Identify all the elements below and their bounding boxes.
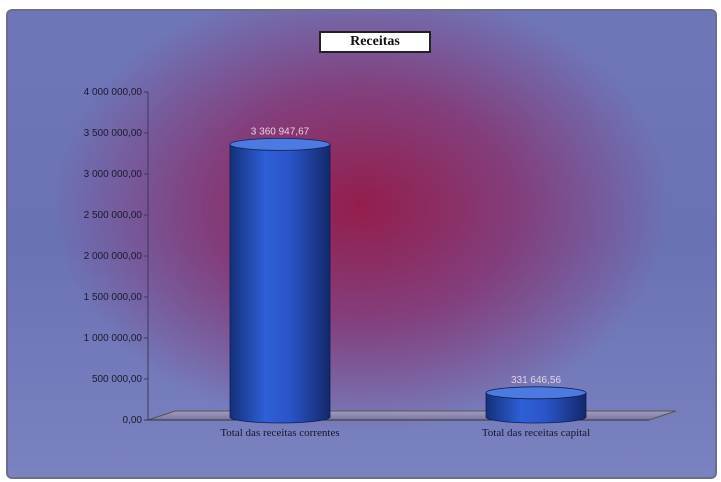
bar-body [229, 144, 331, 424]
data-labels: 3 360 947,67 331 646,56 [251, 126, 562, 385]
y-tick-label: 3 000 000,00 [84, 169, 143, 180]
y-tick-label: 2 500 000,00 [84, 210, 143, 221]
chart-floor [147, 410, 677, 421]
bar-top [485, 386, 587, 400]
y-tick-label: 500 000,00 [92, 374, 142, 385]
y-tick-label: 0,00 [123, 415, 143, 426]
y-tick-label: 1 000 000,00 [84, 333, 143, 344]
y-tick-label: 1 500 000,00 [84, 292, 143, 303]
bar-top [229, 138, 331, 151]
data-label: 3 360 947,67 [251, 126, 310, 137]
y-tick-label: 2 000 000,00 [84, 251, 143, 262]
chart-title: Receitas [319, 31, 431, 53]
bar [485, 386, 587, 424]
category-label: Total das receitas capital [482, 427, 590, 439]
y-tick-label: 3 500 000,00 [84, 128, 143, 139]
data-label: 331 646,56 [511, 375, 561, 386]
y-axis: 0,00 500 000,00 1 000 000,00 1 500 000,00 2 … [84, 87, 149, 426]
y-tick-label: 4 000 000,00 [84, 87, 143, 98]
floor-plane [147, 410, 677, 421]
x-axis-categories: Total das receitas correntes Total das re… [220, 427, 590, 439]
bar-body [485, 392, 587, 424]
bars [229, 138, 587, 424]
chart-frame [6, 9, 717, 479]
bar [229, 138, 331, 424]
category-label: Total das receitas correntes [220, 427, 339, 439]
